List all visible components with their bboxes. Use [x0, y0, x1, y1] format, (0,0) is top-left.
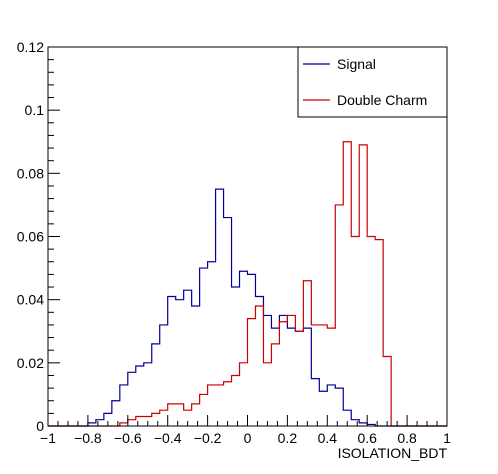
x-tick-label: −0.2: [194, 430, 222, 446]
y-tick-label: 0.08: [17, 165, 44, 181]
series-line-signal: [48, 188, 447, 427]
series-line-double-charm: [48, 141, 447, 427]
y-tick-label: 0.12: [17, 39, 44, 55]
y-tick-label: 0.02: [17, 355, 44, 371]
x-axis-title: ISOLATION_BDT: [338, 445, 448, 461]
y-tick-label: 0.06: [17, 229, 44, 245]
legend-label-signal: Signal: [337, 56, 376, 72]
legend: Signal Double Charm: [297, 46, 448, 118]
x-tick-label: 0.6: [357, 430, 377, 446]
legend-box: [297, 46, 448, 118]
x-tick-label: −1: [40, 430, 56, 446]
y-tick-label: 0.1: [25, 102, 45, 118]
series-layer: [48, 141, 447, 427]
legend-label-double-charm: Double Charm: [337, 92, 427, 108]
x-tick-label: 1: [443, 430, 451, 446]
y-tick-label: 0.04: [17, 292, 44, 308]
axes-layer: −1 −0.8 −0.6 −0.4 −0.2 0 0.2 0.4 0.6 0.8 1 0 0.02 0.0…: [17, 39, 451, 446]
x-tick-label: 0: [244, 430, 252, 446]
x-tick-label: −0.4: [154, 430, 182, 446]
x-tick-label: 0.2: [278, 430, 298, 446]
x-tick-label: 0.4: [318, 430, 338, 446]
x-tick-label: 0.8: [397, 430, 417, 446]
y-tick-label: 0: [36, 418, 44, 434]
x-tick-label: −0.8: [74, 430, 102, 446]
x-tick-label: −0.6: [114, 430, 142, 446]
